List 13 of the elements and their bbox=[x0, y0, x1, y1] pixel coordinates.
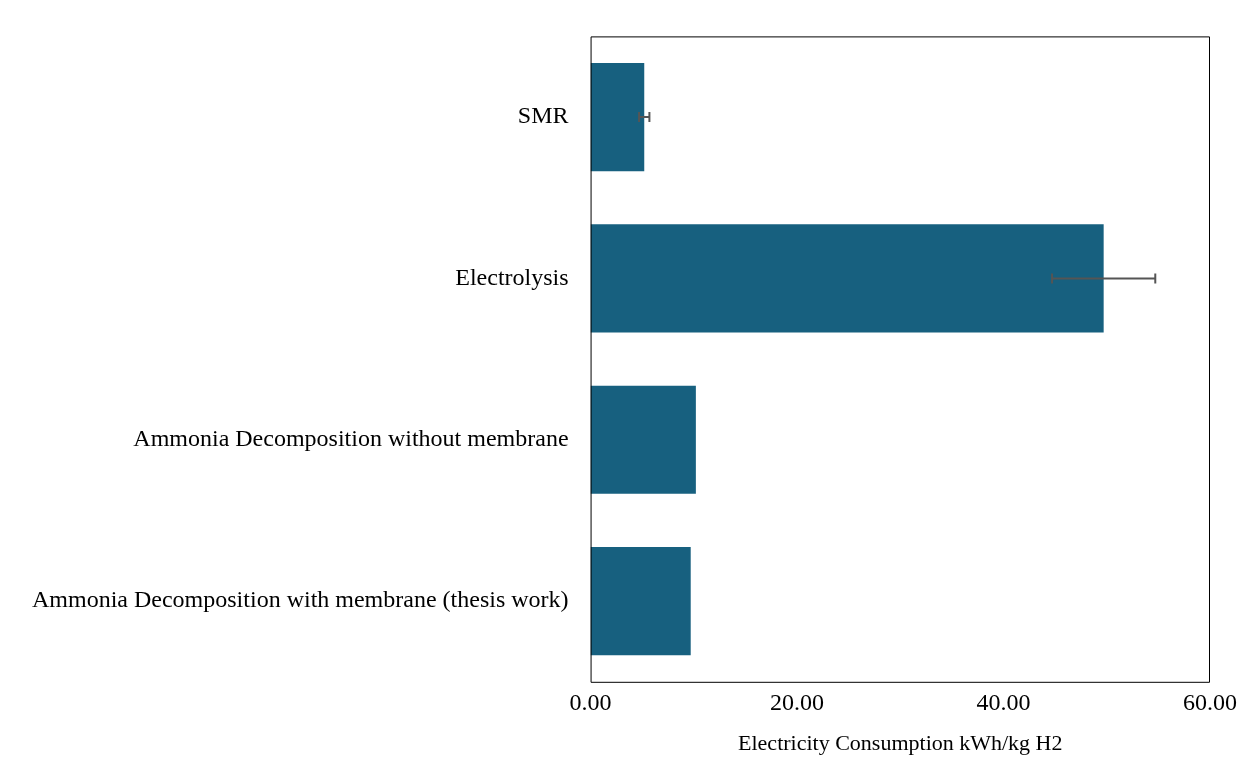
y-tick-label: Ammonia Decomposition without membrane bbox=[133, 425, 569, 452]
bar bbox=[590, 385, 696, 494]
y-tick-label: Electrolysis bbox=[455, 263, 569, 290]
x-tick-label: 20.00 bbox=[770, 689, 825, 716]
x-axis-title: Electricity Consumption kWh/kg H2 bbox=[738, 729, 1063, 755]
x-tick-label: 40.00 bbox=[976, 689, 1031, 716]
x-tick-label: 0.00 bbox=[569, 689, 612, 716]
y-tick-label: SMR bbox=[517, 102, 569, 129]
bar bbox=[590, 547, 691, 656]
bar bbox=[590, 63, 645, 172]
x-tick-label: 60.00 bbox=[1183, 689, 1237, 716]
y-tick-label: Ammonia Decomposition with membrane (thesis work) bbox=[31, 586, 569, 613]
bar bbox=[590, 224, 1104, 333]
